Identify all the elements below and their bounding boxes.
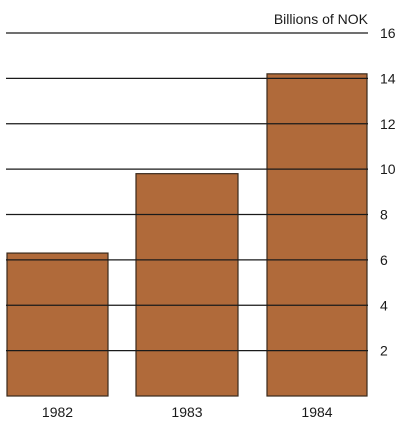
y-tick-label-6: 6 (380, 252, 388, 268)
y-tick-label-12: 12 (380, 116, 396, 132)
bar-1982 (6, 252, 109, 397)
y-tick-label-2: 2 (380, 343, 388, 359)
y-axis-unit-label: Billions of NOK (274, 11, 369, 27)
category-label-1984: 1984 (301, 404, 332, 420)
bar-1984 (266, 73, 368, 397)
gridlines (6, 32, 368, 352)
y-tick-label-10: 10 (380, 161, 396, 177)
y-tick-label-8: 8 (380, 207, 388, 223)
y-tick-label-16: 16 (380, 25, 396, 41)
bar-1983 (135, 173, 239, 397)
bars (6, 73, 368, 397)
y-tick-label-4: 4 (380, 297, 388, 313)
category-label-1982: 1982 (42, 404, 73, 420)
category-labels: 1982 1983 1984 (42, 404, 333, 420)
y-tick-labels: 2 4 6 8 10 12 14 16 (380, 25, 396, 359)
y-tick-label-14: 14 (380, 70, 396, 86)
category-label-1983: 1983 (171, 404, 202, 420)
